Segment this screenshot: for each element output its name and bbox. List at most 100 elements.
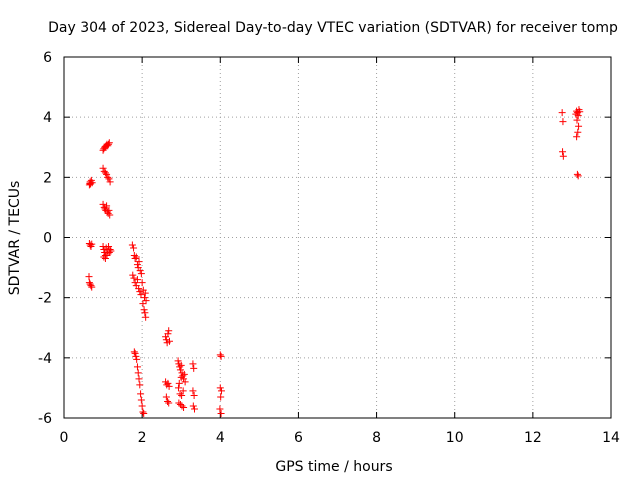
data-point <box>559 118 567 126</box>
data-point <box>106 178 114 186</box>
y-tick-label: -2 <box>38 291 52 307</box>
data-point <box>129 271 137 279</box>
data-point <box>137 291 145 299</box>
data-point <box>130 244 138 252</box>
data-point <box>104 173 112 181</box>
data-point <box>217 409 225 417</box>
x-tick-label: 2 <box>138 430 147 446</box>
data-point <box>99 164 107 172</box>
data-point <box>133 261 141 269</box>
data-point <box>101 255 109 263</box>
x-tick-label: 12 <box>524 430 542 446</box>
x-tick-label: 4 <box>216 430 225 446</box>
data-point <box>217 393 225 401</box>
x-axis: 0 2 4 6 8 10 12 14 <box>60 57 620 446</box>
data-point <box>138 279 146 287</box>
data-point <box>573 170 581 178</box>
y-tick-label: 2 <box>43 170 52 186</box>
data-point <box>164 330 172 338</box>
data-point <box>142 297 150 305</box>
data-point <box>174 357 182 365</box>
data-point <box>189 402 197 410</box>
data-point <box>190 364 198 372</box>
data-point <box>128 241 136 249</box>
data-point <box>104 209 112 217</box>
data-point <box>139 300 147 308</box>
data-point <box>105 140 113 148</box>
chart-title: Day 304 of 2023, Sidereal Day-to-day VTE… <box>48 20 618 36</box>
data-point <box>105 206 113 214</box>
data-point <box>134 369 142 377</box>
data-point <box>175 399 183 407</box>
data-point <box>137 396 145 404</box>
data-point <box>85 279 93 287</box>
y-tick-label: 0 <box>43 231 52 247</box>
data-point <box>105 243 113 251</box>
data-point <box>101 169 109 177</box>
data-point <box>559 152 567 160</box>
data-points <box>85 106 584 417</box>
data-point <box>138 402 146 410</box>
data-point <box>179 387 187 395</box>
data-point <box>87 282 95 290</box>
data-point <box>137 270 145 278</box>
data-point <box>176 366 184 374</box>
data-point <box>165 327 173 335</box>
data-point <box>136 381 144 389</box>
data-point <box>139 408 147 416</box>
data-point <box>174 384 182 392</box>
y-tick-label: 6 <box>43 50 52 66</box>
data-point <box>133 355 141 363</box>
data-point <box>142 313 150 321</box>
data-point <box>162 393 170 401</box>
data-point <box>130 348 138 356</box>
data-point <box>99 200 107 208</box>
data-point <box>85 273 93 281</box>
data-point <box>88 240 96 248</box>
data-point <box>573 116 581 124</box>
data-point <box>190 405 198 413</box>
data-point <box>103 252 111 260</box>
data-point <box>141 289 149 297</box>
data-point <box>140 294 148 302</box>
data-point <box>100 253 108 261</box>
data-point <box>105 175 113 183</box>
data-point <box>216 384 224 392</box>
data-point <box>106 211 114 219</box>
data-point <box>190 391 198 399</box>
data-point <box>106 246 114 254</box>
data-point <box>216 405 224 413</box>
data-point <box>574 112 582 120</box>
x-axis-label: GPS time / hours <box>275 459 392 475</box>
x-tick-label: 10 <box>446 430 464 446</box>
data-point <box>177 373 185 381</box>
x-tick-label: 8 <box>372 430 381 446</box>
data-point <box>133 276 141 284</box>
data-point <box>87 180 95 188</box>
data-point <box>86 280 94 288</box>
data-point <box>140 409 148 417</box>
y-tick-label: 4 <box>43 110 52 126</box>
y-axis-label: SDTVAR / TECUs <box>7 181 23 296</box>
data-point <box>107 247 115 255</box>
data-point <box>165 382 173 390</box>
data-point <box>137 390 145 398</box>
data-point <box>217 387 225 395</box>
data-point <box>135 285 143 293</box>
data-point <box>559 148 567 156</box>
data-point <box>86 241 94 249</box>
data-point <box>558 109 566 117</box>
x-tick-label: 0 <box>60 430 69 446</box>
data-point <box>99 146 107 154</box>
data-point <box>141 309 149 317</box>
x-tick-label: 14 <box>602 430 620 446</box>
data-point <box>88 283 96 291</box>
data-point <box>189 387 197 395</box>
data-point <box>135 375 143 383</box>
data-point <box>132 352 140 360</box>
data-point <box>177 361 185 369</box>
data-point <box>88 179 96 187</box>
y-axis: -6 -4 -2 0 2 4 6 <box>38 50 611 427</box>
data-point <box>103 202 111 210</box>
